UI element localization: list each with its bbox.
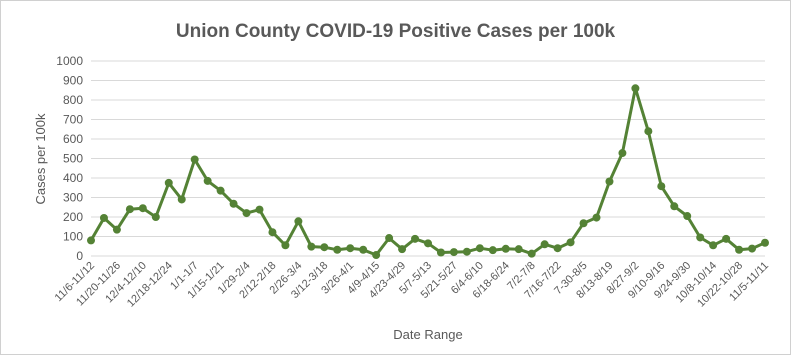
data-point <box>475 244 484 253</box>
x-axis-ticks: 11/6-11/1211/20-11/2612/4-12/1012/18-12/… <box>53 260 772 310</box>
data-point <box>657 182 666 191</box>
data-point <box>618 149 627 158</box>
data-point <box>735 245 744 254</box>
y-tick-label: 0 <box>76 249 83 263</box>
data-point <box>424 239 432 248</box>
data-point <box>579 219 588 228</box>
data-point <box>242 209 251 218</box>
data-point <box>177 195 186 204</box>
data-point <box>281 241 290 250</box>
data-point <box>398 245 407 254</box>
y-tick-label: 500 <box>63 152 83 166</box>
data-point <box>346 244 355 253</box>
y-tick-label: 700 <box>63 113 83 127</box>
y-tick-label: 400 <box>63 171 83 185</box>
y-tick-label: 1000 <box>56 54 83 68</box>
data-point <box>320 243 329 252</box>
data-point <box>709 241 718 250</box>
data-point <box>631 84 640 93</box>
data-point <box>87 236 95 245</box>
y-tick-label: 800 <box>63 93 83 107</box>
data-point <box>359 245 368 254</box>
data-point <box>307 242 316 251</box>
data-point <box>670 202 679 211</box>
data-point <box>722 234 731 243</box>
data-point <box>99 213 108 222</box>
data-point <box>372 251 381 260</box>
data-point <box>125 205 134 214</box>
data-point <box>566 238 575 247</box>
y-tick-label: 300 <box>63 191 83 205</box>
data-point <box>112 225 121 234</box>
data-point <box>294 217 303 226</box>
data-point <box>644 127 653 136</box>
data-point <box>151 213 160 221</box>
series-layer <box>87 84 769 260</box>
data-point <box>514 245 523 254</box>
data-point <box>411 234 420 243</box>
data-point <box>333 245 342 254</box>
y-tick-label: 200 <box>63 210 83 224</box>
x-axis-title: Date Range <box>393 327 462 342</box>
data-point <box>229 199 238 208</box>
y-axis-ticks: 0 100 200 300 400 500 600 700 800 900 1000 <box>56 54 83 263</box>
data-point <box>255 205 264 214</box>
data-point <box>488 246 497 255</box>
series-line <box>89 86 766 257</box>
data-point <box>385 234 394 243</box>
y-tick-label: 100 <box>63 230 83 244</box>
data-point <box>696 233 705 242</box>
data-point <box>449 248 458 257</box>
data-point <box>190 155 199 164</box>
chart-title: Union County COVID-19 Positive Cases per… <box>175 21 616 42</box>
data-point <box>268 228 277 237</box>
data-point <box>436 248 445 257</box>
y-axis-title: Cases per 100k <box>33 113 48 205</box>
data-point <box>761 238 769 247</box>
data-point <box>683 212 692 221</box>
data-point <box>592 213 601 222</box>
data-point <box>540 240 549 249</box>
data-point <box>527 249 536 258</box>
y-tick-label: 900 <box>63 74 83 88</box>
data-point <box>748 244 757 253</box>
data-point <box>203 176 212 185</box>
data-point <box>138 204 147 213</box>
data-point <box>216 186 225 195</box>
data-point <box>164 178 173 187</box>
y-tick-label: 600 <box>63 132 83 146</box>
data-point <box>553 244 562 253</box>
data-point <box>462 247 471 256</box>
data-point <box>605 177 614 186</box>
gridlines <box>91 60 765 257</box>
data-point <box>501 244 510 253</box>
